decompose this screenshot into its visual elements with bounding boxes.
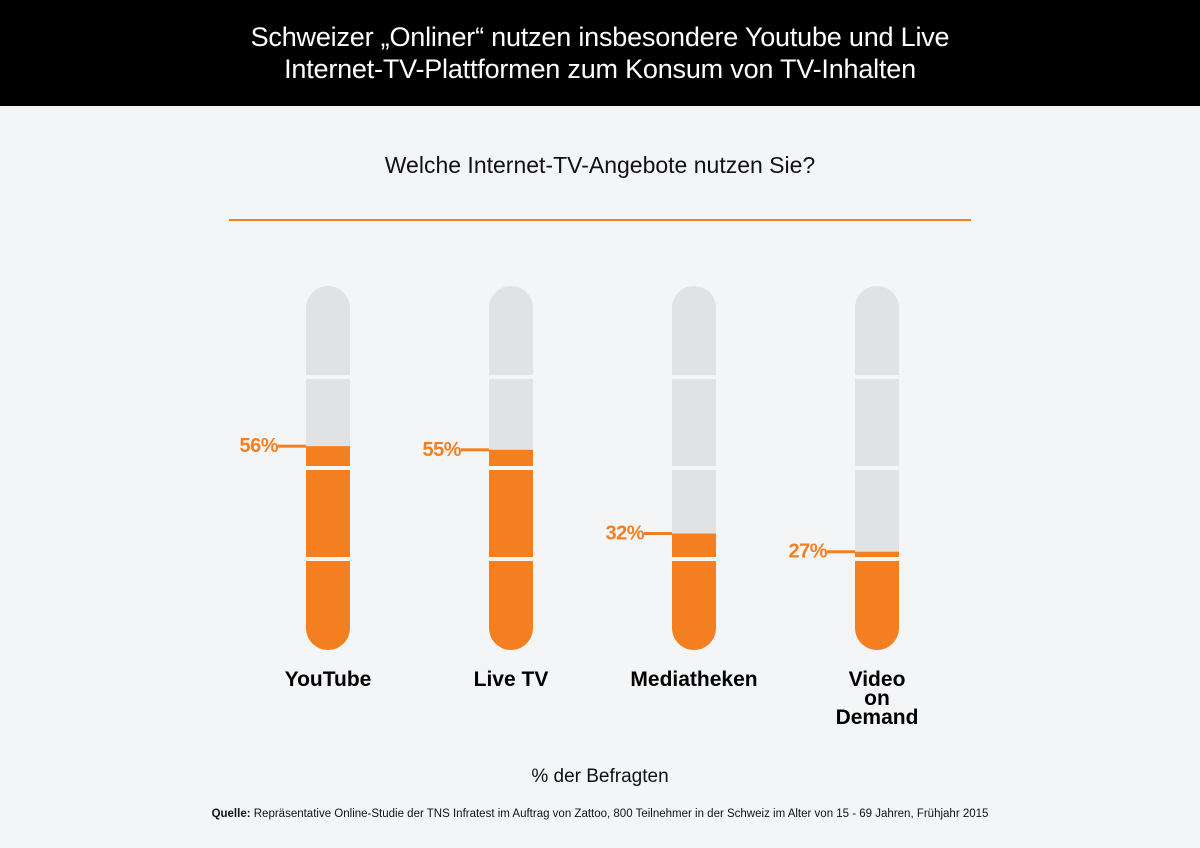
divider-line	[229, 219, 971, 221]
category-label-video-on-demand: Video	[849, 668, 906, 691]
bar-fill-mediatheken	[672, 533, 716, 650]
bar-separator	[672, 557, 716, 561]
category-label-video-on-demand: on	[864, 687, 890, 710]
bar-separator	[306, 557, 350, 561]
source-label: Quelle:	[211, 808, 251, 820]
bar-fill-youtube	[306, 446, 350, 650]
bar-separator	[306, 375, 350, 379]
bar-separator	[306, 466, 350, 470]
bar-separator	[855, 466, 899, 470]
unit-label: % der Befragten	[531, 766, 669, 787]
category-label-mediatheken: Mediatheken	[630, 668, 757, 691]
value-label-live-tv: 55%	[422, 439, 461, 461]
bar-separator	[489, 375, 533, 379]
chart-question: Welche Internet-TV-Angebote nutzen Sie?	[384, 152, 816, 178]
bar-separator	[855, 557, 899, 561]
category-label-video-on-demand: Demand	[836, 706, 919, 729]
category-label-live-tv: Live TV	[474, 668, 549, 691]
value-leader-video-on-demand	[827, 550, 855, 554]
bar-separator	[855, 375, 899, 379]
category-label-youtube: YouTube	[285, 668, 372, 691]
thermometer-bar-chart: 56% YouTube 55% Live TV 32% Mediatheken 27% Vid…	[239, 286, 919, 729]
value-leader-live-tv	[461, 448, 489, 452]
header-title-line-2: Internet-TV-Plattformen zum Konsum von T…	[284, 54, 916, 84]
value-label-video-on-demand: 27%	[788, 541, 827, 563]
bar-separator	[489, 466, 533, 470]
bar-separator	[672, 375, 716, 379]
bar-separator	[489, 557, 533, 561]
header-title-line-1: Schweizer „Onliner“ nutzen insbesondere …	[250, 22, 950, 52]
source-text: Repräsentative Online-Studie der TNS Inf…	[253, 808, 989, 820]
source-note: Quelle: Repräsentative Online-Studie der…	[0, 808, 1200, 820]
value-label-youtube: 56%	[239, 435, 278, 457]
value-label-mediatheken: 32%	[605, 523, 644, 545]
bar-fill-live-tv	[489, 449, 533, 650]
header-banner: Schweizer „Onliner“ nutzen insbesondere …	[0, 0, 1200, 106]
bar-fill-video-on-demand	[855, 551, 899, 650]
bar-separator	[672, 466, 716, 470]
value-leader-youtube	[278, 444, 306, 448]
value-leader-mediatheken	[644, 532, 672, 536]
